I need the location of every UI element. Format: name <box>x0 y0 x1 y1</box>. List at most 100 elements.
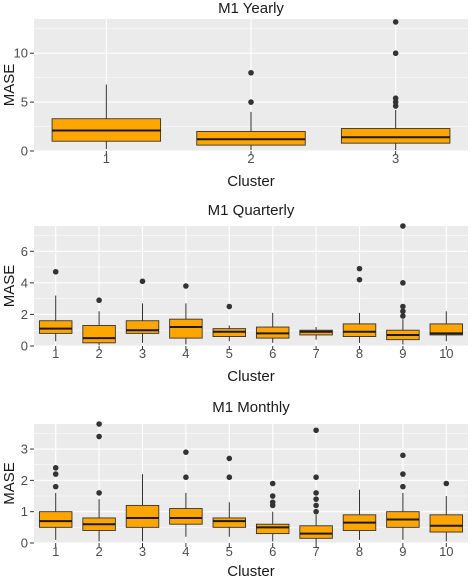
x-axis-label: Cluster <box>227 563 275 578</box>
box-cluster-2 <box>82 325 116 344</box>
x-tick-label: 3 <box>139 346 146 361</box>
chart-title: M1 Quarterly <box>208 202 295 219</box>
x-tick-label: 1 <box>52 346 59 361</box>
outlier-point <box>400 308 406 315</box>
y-tick-label: 4 <box>21 275 28 290</box>
outlier-point <box>248 99 254 105</box>
box-cluster-1 <box>38 511 73 528</box>
y-tick-label: 10 <box>14 46 28 61</box>
outlier-point <box>392 50 399 57</box>
x-tick-label: 1 <box>103 151 110 166</box>
box-cluster-8 <box>342 323 377 337</box>
x-tick-label: 5 <box>226 544 233 559</box>
outlier-point <box>392 95 399 101</box>
outlier-point <box>400 471 406 477</box>
x-tick-label: 2 <box>95 544 102 559</box>
y-tick-label: 0 <box>21 339 28 354</box>
outlier-point <box>183 474 189 481</box>
outlier-point <box>226 303 233 310</box>
outlier-point <box>96 421 102 427</box>
outlier-point <box>313 427 319 434</box>
x-tick-label: 8 <box>356 346 363 361</box>
y-tick-label: 0 <box>21 536 28 551</box>
outlier-point <box>400 303 406 310</box>
chart-title: M1 Monthly <box>212 399 290 416</box>
x-tick-label: 6 <box>269 346 276 361</box>
outlier-point <box>313 490 319 496</box>
outlier-point <box>52 268 59 275</box>
x-tick-label: 10 <box>439 346 453 361</box>
box-cluster-10 <box>429 514 464 533</box>
outlier-point <box>356 276 363 283</box>
chart-panel-2: 0 2 4 6 1 2 3 4 5 6 7 8 9 10 M1 Quarterly Cluster MASE <box>1 202 468 385</box>
x-tick-label: 2 <box>247 151 254 166</box>
outlier-point <box>400 483 406 490</box>
box-cluster-5 <box>212 517 247 528</box>
box-cluster-4 <box>169 318 203 339</box>
box-cluster-3 <box>125 320 160 334</box>
x-tick-label: 8 <box>356 544 363 559</box>
outlier-point <box>400 313 406 319</box>
x-tick-label: 7 <box>312 346 319 361</box>
box-cluster-10 <box>429 323 464 336</box>
outlier-point <box>443 480 450 487</box>
outlier-point <box>269 493 276 499</box>
outlier-point <box>356 265 363 272</box>
x-tick-label: 3 <box>139 544 146 559</box>
outlier-point <box>313 502 319 509</box>
outlier-point <box>52 465 59 471</box>
y-axis-label: MASE <box>1 462 18 505</box>
outlier-point <box>183 283 189 289</box>
y-tick-label: 3 <box>21 442 28 457</box>
outlier-point <box>400 452 406 459</box>
outlier-point <box>392 19 399 25</box>
outlier-point <box>400 223 406 229</box>
x-tick-label: 3 <box>392 151 399 166</box>
x-tick-label: 4 <box>182 544 189 559</box>
outlier-point <box>96 297 102 304</box>
box-cluster-3 <box>340 128 451 144</box>
y-tick-label: 2 <box>21 473 28 488</box>
outlier-point <box>400 280 406 286</box>
outlier-point <box>313 508 319 515</box>
outlier-point <box>96 433 102 440</box>
x-tick-label: 9 <box>399 544 406 559</box>
y-tick-label: 5 <box>21 95 28 110</box>
x-tick-label: 9 <box>399 346 406 361</box>
outlier-point <box>52 483 59 490</box>
x-axis-label: Cluster <box>227 368 275 385</box>
outlier-point <box>248 69 254 76</box>
y-axis-label: MASE <box>1 64 18 107</box>
x-tick-label: 6 <box>269 544 276 559</box>
outlier-point <box>96 490 102 496</box>
box-cluster-7 <box>299 525 333 539</box>
outlier-point <box>226 474 233 481</box>
outlier-point <box>313 474 319 481</box>
x-axis-label: Cluster <box>227 173 275 190</box>
outlier-point <box>52 471 59 477</box>
outlier-point <box>313 496 319 502</box>
box-cluster-1 <box>38 320 73 334</box>
x-tick-label: 10 <box>439 544 453 559</box>
x-tick-label: 7 <box>312 544 319 559</box>
chart-panel-1: 0 5 10 1 2 3 M1 Yearly Cluster MASE <box>1 0 468 190</box>
y-tick-label: 1 <box>21 504 28 519</box>
outlier-point <box>269 499 276 506</box>
box-cluster-6 <box>255 523 290 535</box>
outlier-point <box>226 455 233 462</box>
y-axis-label: MASE <box>1 265 18 308</box>
outlier-point <box>183 449 189 455</box>
x-tick-label: 2 <box>95 346 102 361</box>
x-tick-label: 5 <box>226 346 233 361</box>
outlier-point <box>392 99 399 105</box>
outlier-point <box>269 480 276 487</box>
box-cluster-4 <box>169 508 203 525</box>
y-tick-label: 2 <box>21 307 28 322</box>
x-tick-label: 1 <box>52 544 59 559</box>
box-cluster-3 <box>125 504 160 528</box>
outlier-point <box>139 278 146 285</box>
outlier-point <box>392 103 399 109</box>
y-tick-label: 0 <box>21 144 28 159</box>
chart-panel-3: 0 1 2 3 1 2 3 4 5 6 7 8 9 10 M1 Monthly Cluster MASE <box>1 399 468 578</box>
